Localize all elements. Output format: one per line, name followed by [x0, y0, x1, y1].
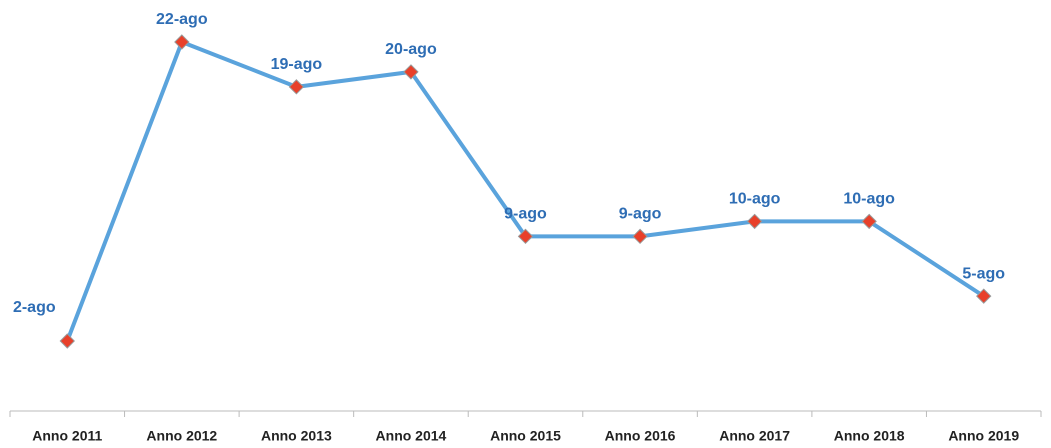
data-label: 10-ago [729, 191, 781, 208]
data-label: 9-ago [504, 206, 547, 223]
marker [59, 333, 75, 349]
x-tick-label: Anno 2012 [146, 428, 217, 444]
marker [632, 228, 648, 245]
x-tick-label: Anno 2013 [261, 428, 332, 444]
marker [288, 79, 305, 95]
x-tick-label: Anno 2014 [376, 428, 447, 444]
data-label: 19-ago [271, 56, 323, 73]
marker [746, 213, 763, 230]
data-label: 9-ago [619, 206, 662, 223]
marker [174, 34, 190, 50]
x-tick-label: Anno 2018 [834, 428, 905, 444]
data-label: 20-ago [385, 41, 437, 58]
marker [517, 228, 534, 245]
x-tick-label: Anno 2016 [605, 428, 676, 444]
data-label: 22-ago [156, 11, 208, 28]
marker [861, 213, 877, 230]
x-tick-label: Anno 2011 [32, 428, 102, 444]
data-label: 2-ago [13, 299, 56, 316]
x-tick-label: Anno 2019 [948, 428, 1019, 444]
data-label: 10-ago [843, 191, 895, 208]
marker [976, 288, 992, 304]
x-tick-label: Anno 2015 [490, 428, 561, 444]
data-label: 5-ago [962, 265, 1005, 282]
marker [403, 64, 419, 80]
x-tick-label: Anno 2017 [719, 428, 790, 444]
